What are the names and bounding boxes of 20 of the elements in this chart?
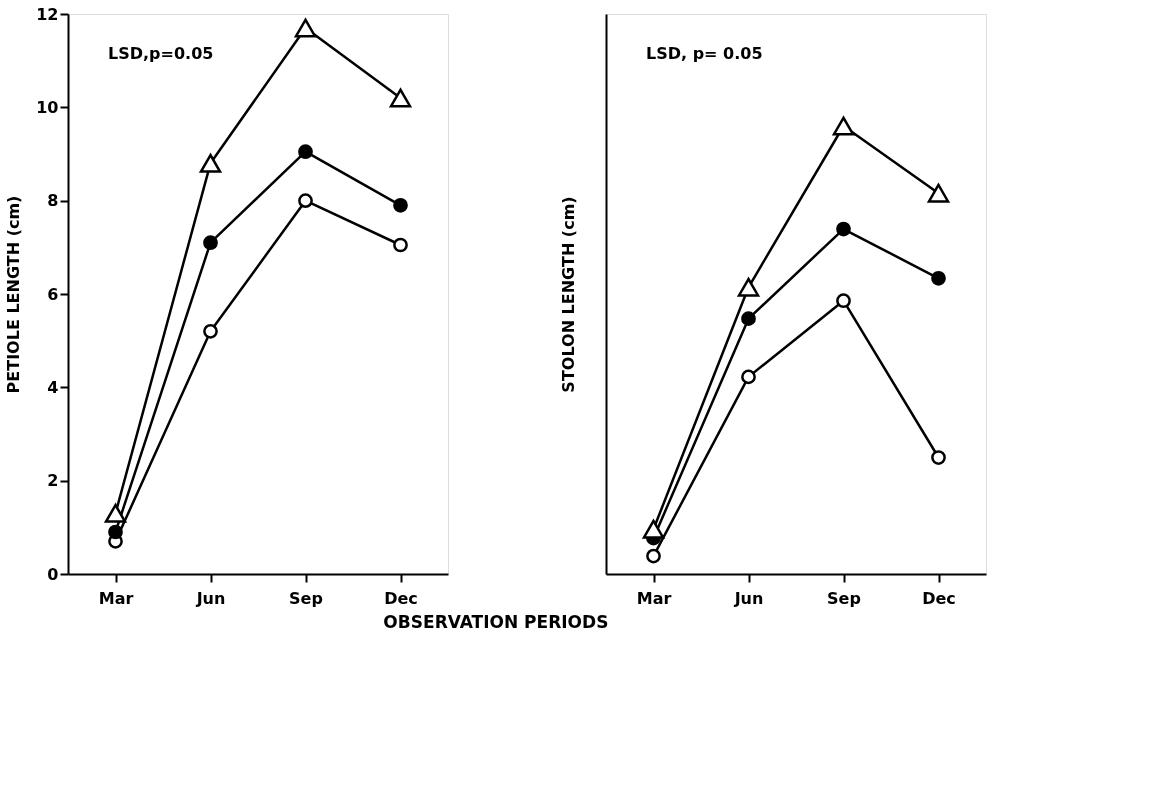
x-tick-label: Dec: [922, 588, 956, 608]
y-tick-label: 8: [47, 191, 59, 211]
y-axis-title: PETIOLE LENGTH (cm): [4, 195, 24, 394]
x-tick-label: Sep: [289, 588, 323, 608]
x-tick-label: Jun: [733, 588, 764, 608]
text: LSD, p= 0.05: [646, 44, 763, 63]
y-tick-label: 0: [47, 564, 59, 584]
x-tick-label: Jun: [195, 588, 226, 608]
annotation: LSD,p=0.05: [108, 44, 214, 63]
y-tick-label: 6: [47, 284, 59, 304]
y-tick-label: 12: [36, 4, 59, 24]
x-tick-label: Mar: [636, 588, 672, 608]
y-tick-label: 10: [36, 97, 59, 117]
x-tick-label: Dec: [384, 588, 418, 608]
y-axis-title: STOLON LENGTH (cm): [558, 196, 578, 393]
y-tick-label: 2: [47, 471, 59, 491]
x-tick-label: Sep: [827, 588, 861, 608]
x-tick-label: Mar: [98, 588, 134, 608]
x-axis-title: OBSERVATION PERIODS: [383, 611, 609, 632]
y-tick-label: 4: [47, 377, 59, 397]
